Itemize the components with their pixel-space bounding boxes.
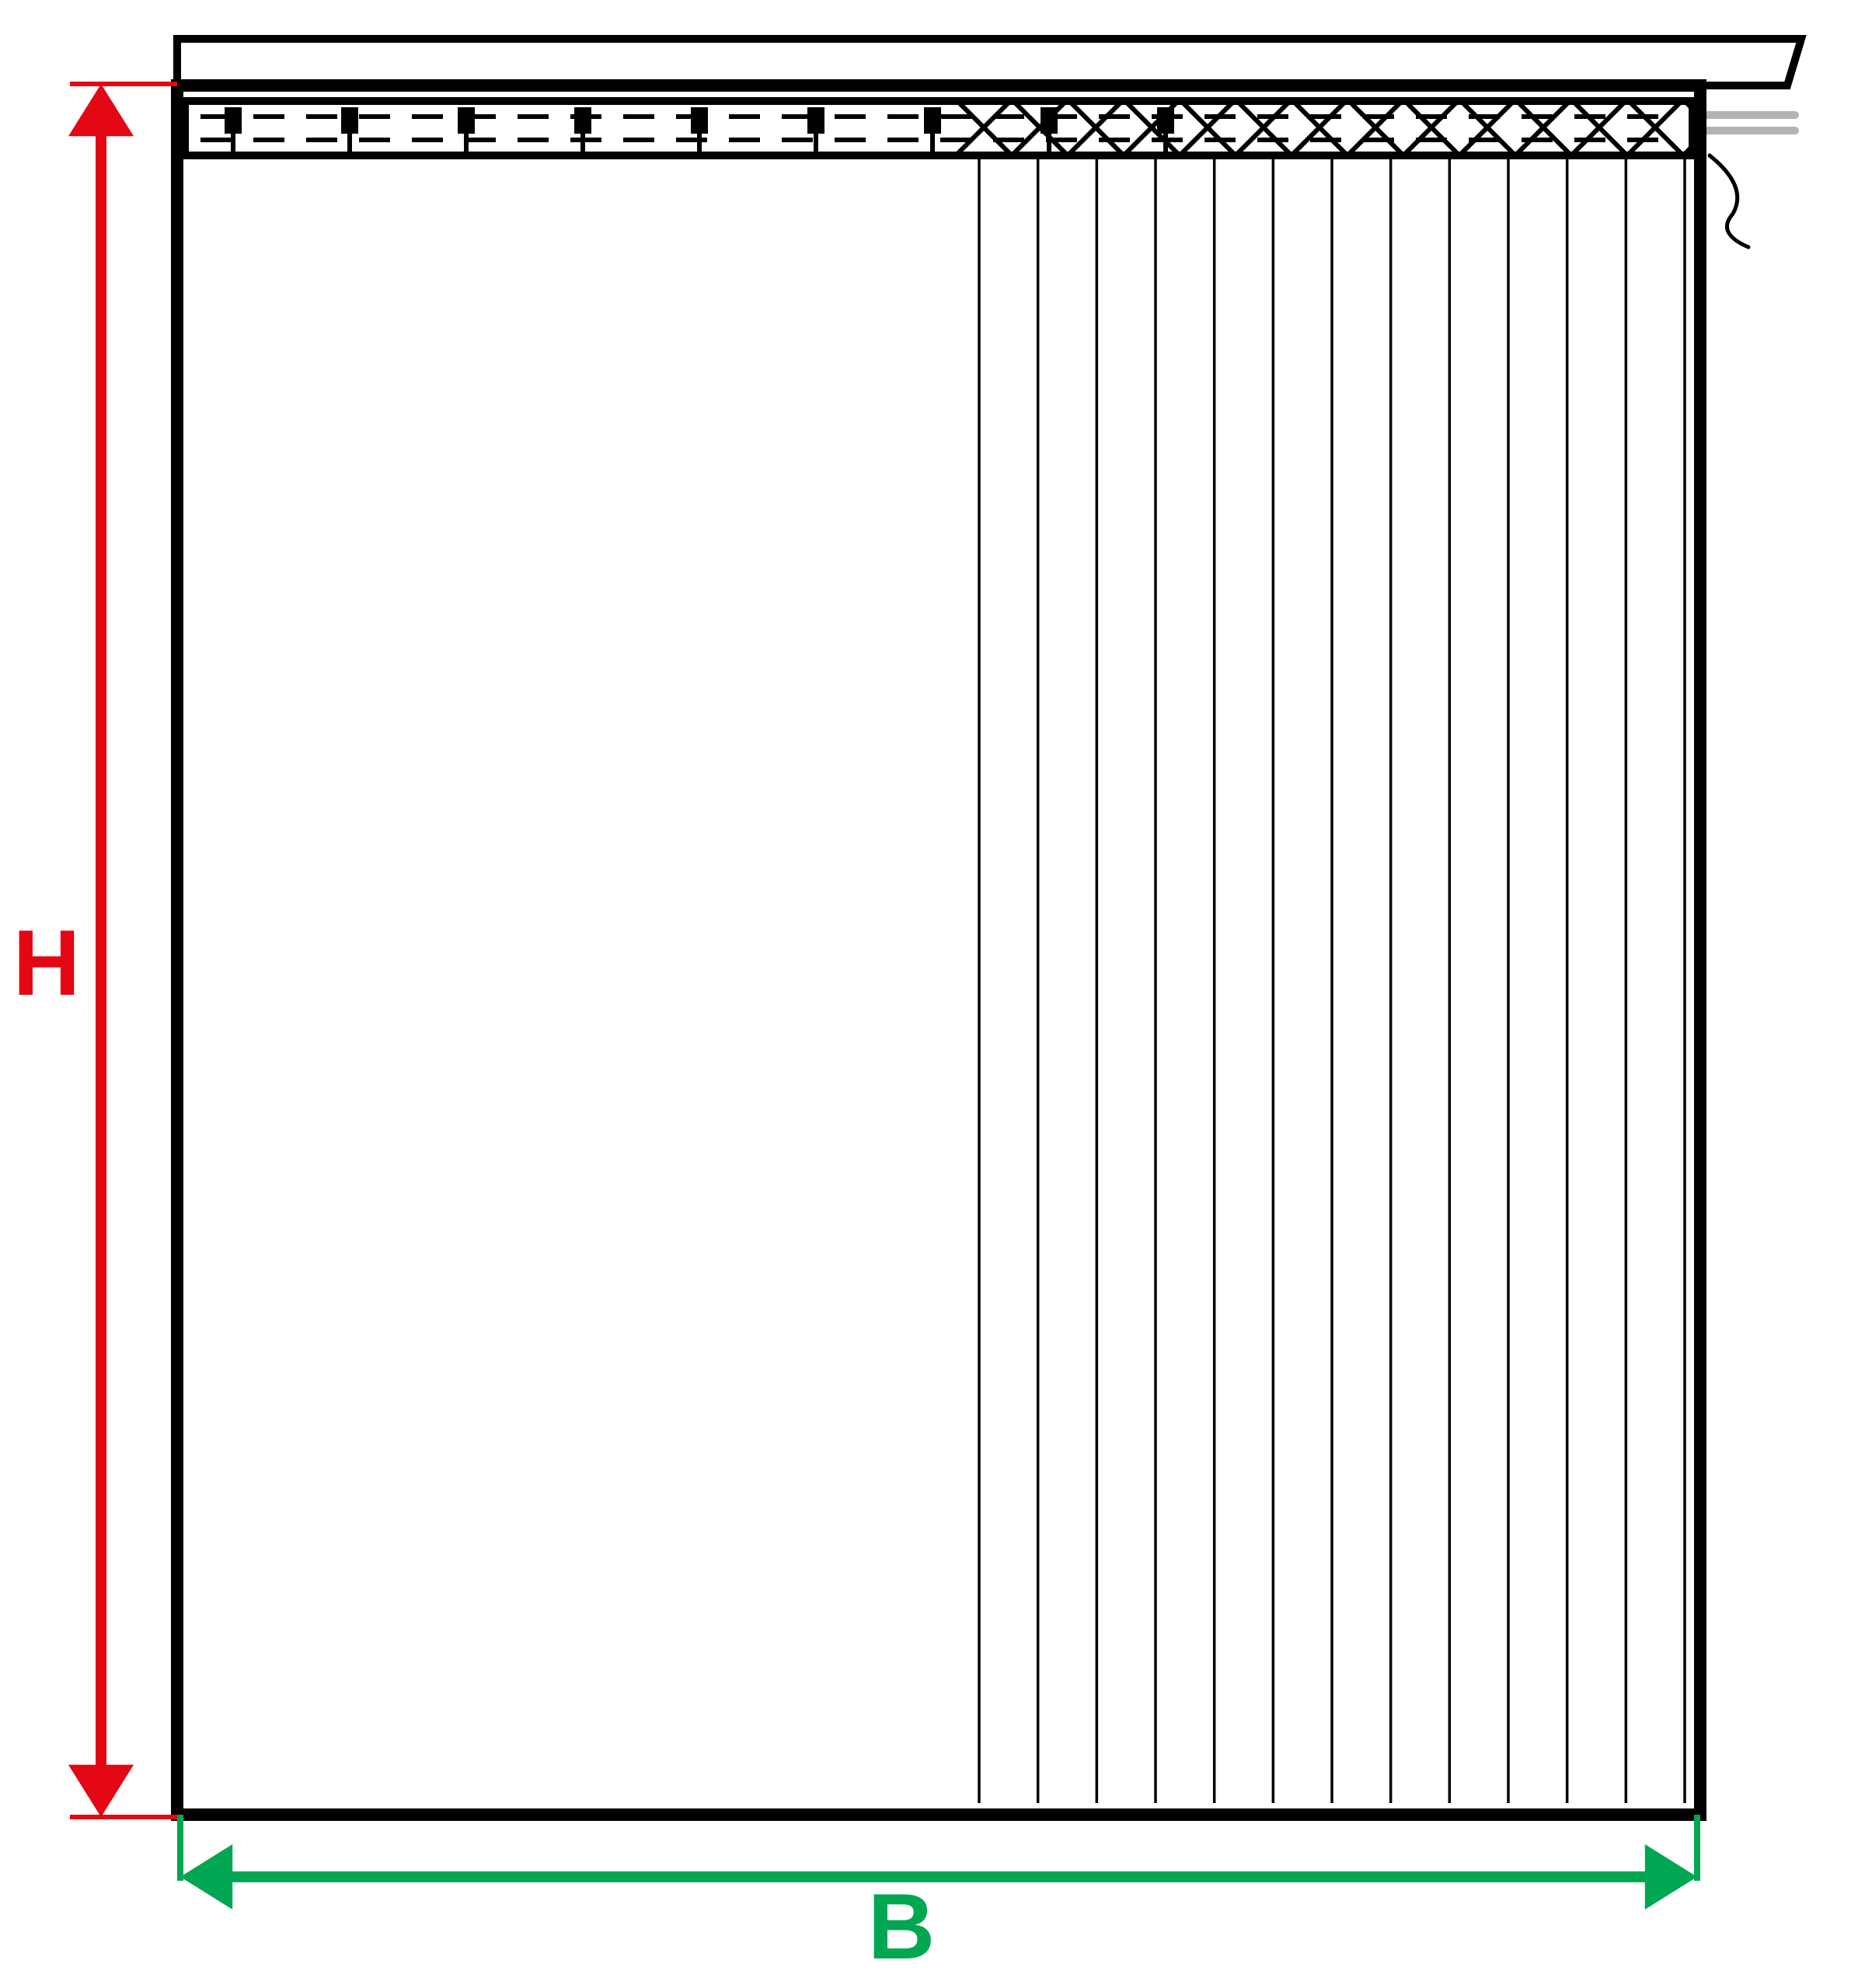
- headrail-top-board: [177, 39, 1801, 85]
- rail-carrier-marker: [458, 107, 475, 134]
- rail-carrier-marker: [574, 107, 591, 134]
- window-frame: [177, 85, 1700, 1815]
- rail-carrier-marker: [691, 107, 708, 134]
- dim-width-arrow-right: [1645, 1844, 1697, 1910]
- rail-carrier-marker: [225, 107, 242, 134]
- blind-dimension-diagram: HB: [0, 0, 1865, 1988]
- rail-carrier-marker: [341, 107, 358, 134]
- dim-height-arrow-top: [68, 84, 134, 136]
- pull-cord: [1710, 155, 1748, 247]
- rail-carrier-marker: [807, 107, 824, 134]
- dim-height-label: H: [13, 911, 81, 1015]
- rail-carrier-marker: [924, 107, 941, 134]
- dim-height-arrow-bottom: [68, 1765, 134, 1817]
- dim-width-arrow-left: [180, 1844, 232, 1910]
- dim-width-label: B: [868, 1875, 936, 1979]
